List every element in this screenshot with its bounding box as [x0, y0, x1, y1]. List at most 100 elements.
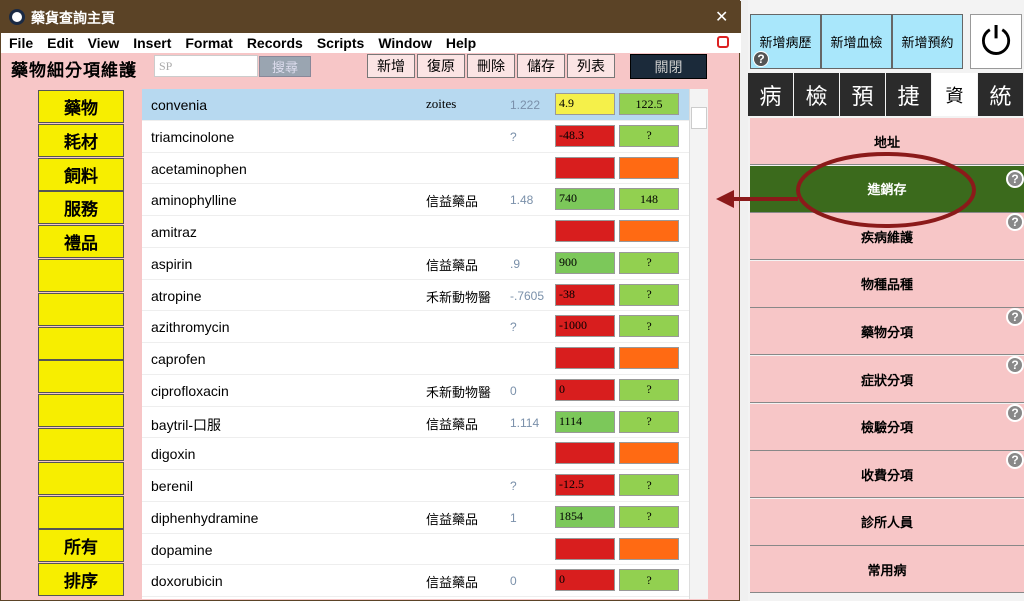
item-name: acetaminophen — [151, 160, 247, 177]
toolbar-button[interactable]: 刪除 — [467, 54, 515, 78]
menu-item[interactable]: Format — [185, 35, 233, 51]
help-icon[interactable]: ? — [753, 51, 769, 67]
top-button[interactable]: 新增血檢 — [821, 14, 892, 69]
nav-item[interactable]: 收費分項? — [750, 451, 1024, 499]
list-row[interactable]: caprofen — [142, 343, 689, 375]
nav-item-label: 進銷存 — [867, 182, 907, 198]
close-window-button[interactable]: 關閉 — [630, 54, 707, 79]
menu-item[interactable]: Scripts — [316, 35, 365, 51]
list-row[interactable]: aspirin 信益藥品 .9 900? — [142, 248, 689, 280]
list-row[interactable]: digoxin — [142, 438, 689, 470]
menu-item[interactable]: Records — [246, 35, 303, 51]
stock-cell: 1114 — [555, 410, 615, 433]
list-row[interactable]: baytril-口服 信益藥品 1.114 1114? — [142, 407, 689, 439]
menu-item[interactable]: File — [9, 35, 34, 51]
close-button[interactable]: ✕ — [715, 9, 729, 26]
nav-item[interactable]: 藥物分項? — [750, 308, 1024, 356]
category-button[interactable] — [38, 394, 124, 428]
help-icon[interactable]: ? — [1006, 356, 1024, 374]
nav-item[interactable]: 物種品種 — [750, 260, 1024, 308]
category-button[interactable] — [38, 360, 124, 394]
tab[interactable]: 病 — [748, 73, 793, 116]
price: ? — [510, 479, 517, 493]
category-button[interactable] — [38, 326, 124, 360]
list-row[interactable]: atropine 禾新動物醫 -.7605 -38? — [142, 280, 689, 312]
search-button[interactable]: 搜尋 — [259, 56, 311, 77]
tab[interactable]: 預 — [840, 73, 885, 116]
item-name: amitraz — [151, 224, 197, 240]
nav-item[interactable]: 常用病 — [750, 546, 1024, 594]
category-button[interactable]: 禮品 — [38, 225, 124, 259]
stock-cell: 0 — [555, 378, 615, 401]
search-input[interactable]: SP — [154, 55, 258, 77]
item-name: diphenhydramine — [151, 509, 259, 526]
price: .9 — [510, 256, 521, 271]
category-button[interactable] — [38, 495, 124, 529]
arrow-head — [716, 190, 734, 208]
list-row[interactable]: dopamine — [142, 534, 689, 566]
window-title: 藥貨查詢主頁 — [31, 10, 115, 26]
help-icon[interactable]: ? — [1006, 451, 1024, 470]
power-button[interactable]: ⏻ — [970, 14, 1022, 69]
nav-item[interactable]: 診所人員 — [750, 498, 1024, 546]
list-row[interactable]: azithromycin? -1000? — [142, 311, 689, 343]
menu-item[interactable]: View — [87, 35, 120, 51]
category-button[interactable]: 所有 — [38, 529, 124, 563]
order-cell: 148 — [619, 188, 679, 211]
price: 0 — [510, 574, 517, 589]
tab[interactable]: 捷 — [886, 73, 931, 116]
supplier: 信益藥品 — [426, 257, 479, 273]
help-icon[interactable]: ? — [1006, 308, 1024, 327]
supplier: 信益藥品 — [426, 416, 479, 432]
category-button[interactable] — [38, 428, 124, 461]
nav-item[interactable]: 症狀分項? — [750, 356, 1024, 403]
category-button[interactable]: 排序 — [38, 563, 124, 597]
menu-item[interactable]: Edit — [47, 35, 74, 51]
scroll-thumb[interactable] — [691, 107, 707, 129]
nav-item[interactable]: 地址 — [750, 118, 1024, 165]
category-button[interactable] — [38, 259, 124, 292]
top-button[interactable]: 新增病歷? — [750, 14, 821, 69]
nav-item[interactable]: 進銷存? — [750, 165, 1024, 213]
list-row[interactable]: convenia zoites 1.222 4.9 122.5 — [142, 89, 689, 121]
tab[interactable]: 檢 — [794, 73, 839, 116]
toolbar-button[interactable]: 儲存 — [517, 54, 565, 78]
category-button[interactable]: 服務 — [38, 191, 124, 225]
help-icon[interactable]: ? — [1006, 169, 1024, 188]
list-row[interactable]: aminophylline 信益藥品 1.48 740 148 — [142, 184, 689, 216]
nav-item-label: 物種品種 — [860, 277, 913, 293]
list-row[interactable]: triamcinolone? -48.3? — [142, 121, 689, 153]
item-name: digoxin — [151, 446, 196, 463]
nav-item[interactable]: 檢驗分項? — [750, 403, 1024, 451]
stock-cell: -1000 — [555, 315, 615, 338]
list-row[interactable]: doxorubicin 信益藥品 0 0? — [142, 565, 689, 597]
order-cell: ? — [619, 315, 679, 338]
toolbar-button[interactable]: 新增 — [367, 54, 415, 78]
list-row[interactable]: berenil? -12.5? — [142, 470, 689, 502]
menu-item[interactable]: Help — [445, 35, 477, 51]
list-row[interactable]: acetaminophen — [142, 153, 689, 185]
nav-item-label: 地址 — [873, 134, 900, 150]
list-row[interactable]: ciprofloxacin 禾新動物醫 0 0? — [142, 375, 689, 407]
nav-item[interactable]: 疾病維護? — [750, 213, 1024, 261]
tab[interactable]: 統 — [978, 73, 1023, 116]
help-icon[interactable]: ? — [1006, 213, 1024, 232]
category-button[interactable]: 藥物 — [38, 90, 124, 123]
toolbar-button[interactable]: 列表 — [567, 54, 615, 78]
category-button[interactable]: 飼料 — [38, 157, 124, 191]
menu-item[interactable]: Window — [378, 35, 432, 51]
menu-item[interactable]: Insert — [133, 35, 172, 51]
category-button[interactable] — [38, 461, 124, 495]
tab[interactable]: 資 — [932, 73, 977, 116]
category-button[interactable]: 耗材 — [38, 123, 124, 157]
list-row[interactable]: amitraz — [142, 216, 689, 248]
help-icon[interactable]: ? — [1006, 403, 1024, 422]
top-button[interactable]: 新增預約 — [892, 14, 963, 69]
item-name: baytril-口服 — [151, 416, 222, 433]
stock-cell — [555, 537, 615, 560]
item-name: dopamine — [151, 541, 213, 558]
toolbar-button[interactable]: 復原 — [417, 54, 465, 78]
category-button[interactable] — [38, 292, 124, 326]
list-row[interactable]: diphenhydramine 信益藥品 1 1854? — [142, 502, 689, 534]
